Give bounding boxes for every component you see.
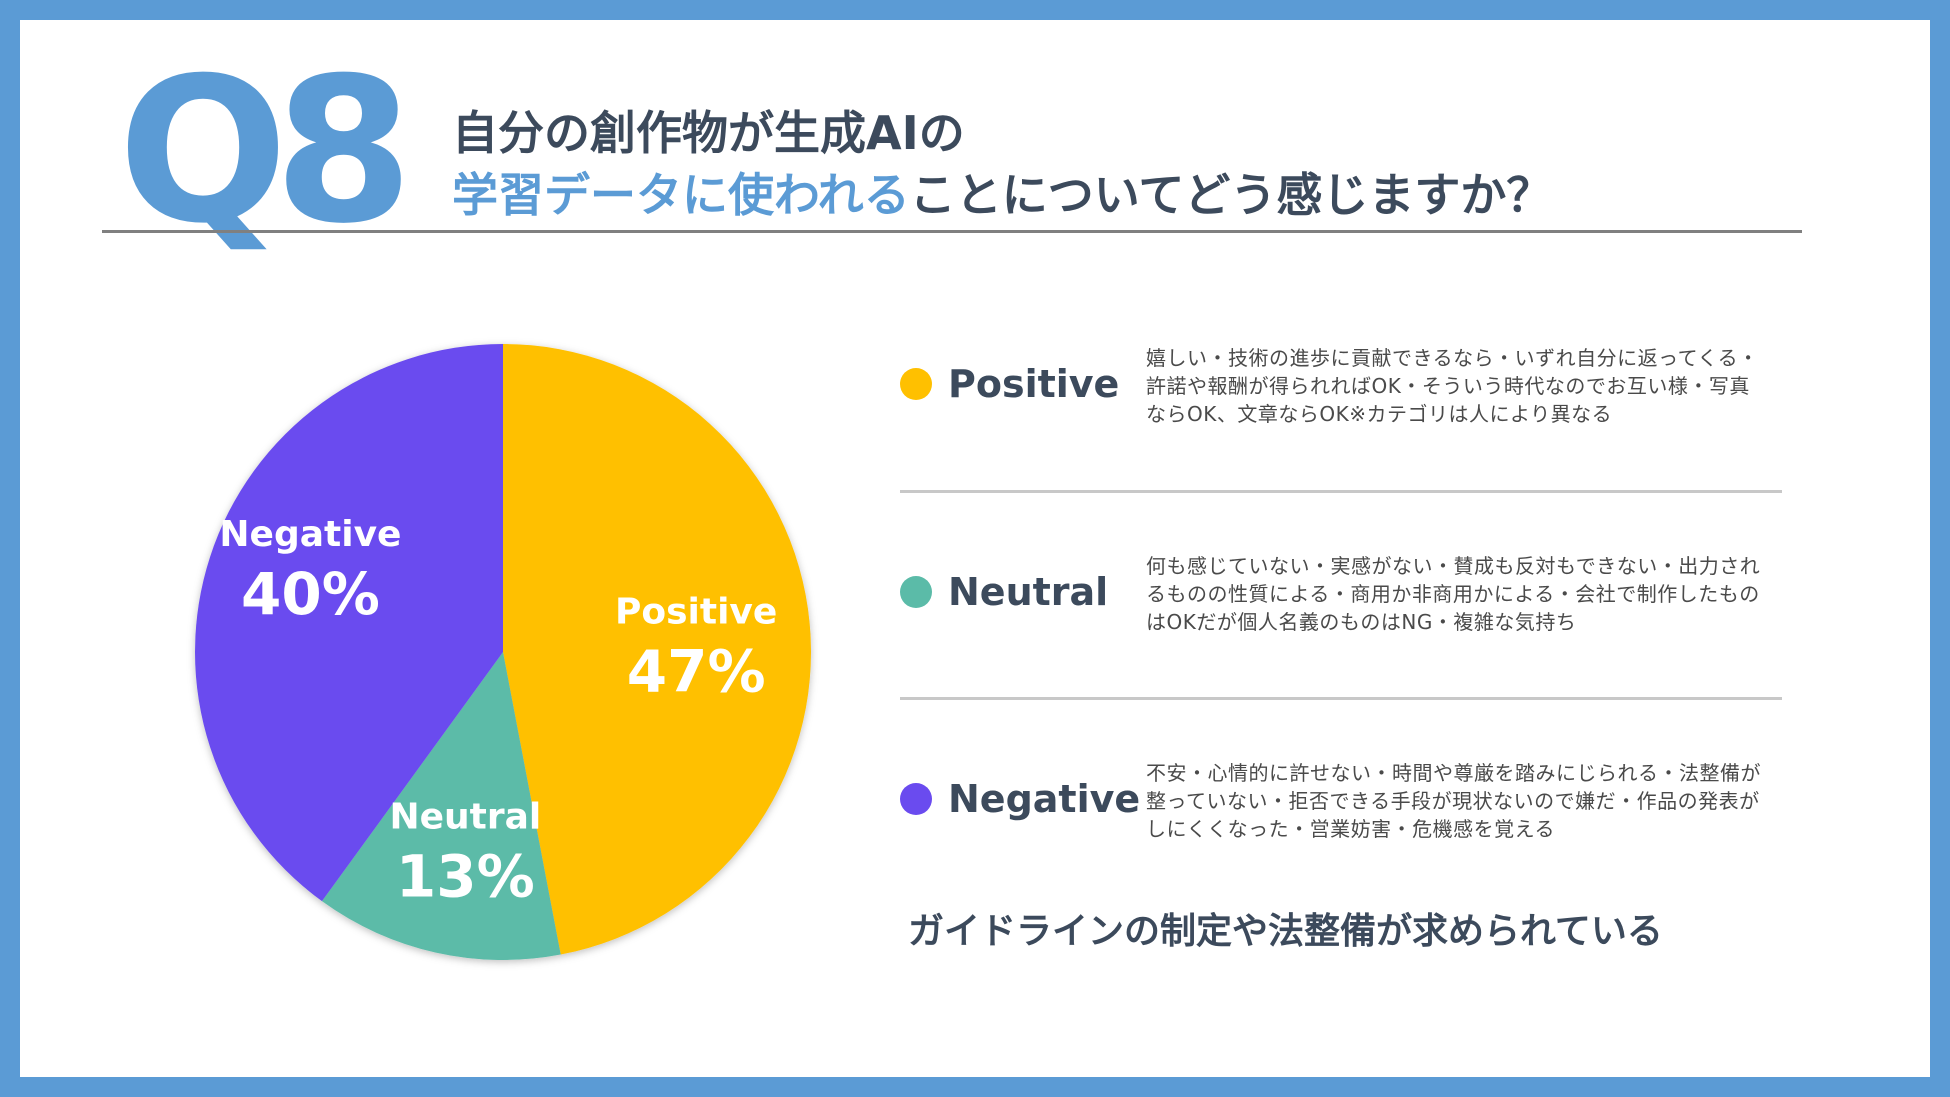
legend-divider: [900, 697, 1782, 700]
legend-label-positive: Positive: [948, 362, 1120, 406]
legend-description-negative: 不安・心情的に許せない・時間や尊厳を踏みにじられる・法整備が整っていない・拒否で…: [1146, 761, 1761, 841]
legend-dot-negative: [900, 783, 932, 815]
title-rest: ことについてどう感じますか？: [909, 168, 1553, 222]
legend-divider: [900, 490, 1782, 493]
legend-label-negative: Negative: [948, 777, 1141, 821]
legend-description-positive: 嬉しい・技術の進歩に貢献できるなら・いずれ自分に返ってくる・許諾や報酬が得られれ…: [1146, 346, 1759, 426]
title-line-1: 自分の創作物が生成AIの: [452, 106, 965, 160]
conclusion-text: ガイドラインの制定や法整備が求められている: [908, 911, 1663, 952]
page-title: 自分の創作物が生成AIの 学習データに使われることについてどう感じますか？: [452, 102, 1552, 226]
legend-dot-neutral: [900, 576, 932, 608]
legend-dot-positive: [900, 368, 932, 400]
legend-label-neutral: Neutral: [948, 570, 1109, 614]
title-highlight: 学習データに使われる: [452, 168, 910, 222]
question-number: Q8: [118, 35, 413, 268]
title-divider: [102, 230, 1802, 233]
title-line-2: 学習データに使われることについてどう感じますか？: [452, 164, 1552, 226]
legend-description-neutral: 何も感じていない・実感がない・賛成も反対もできない・出力されるものの性質による・…: [1146, 554, 1761, 634]
